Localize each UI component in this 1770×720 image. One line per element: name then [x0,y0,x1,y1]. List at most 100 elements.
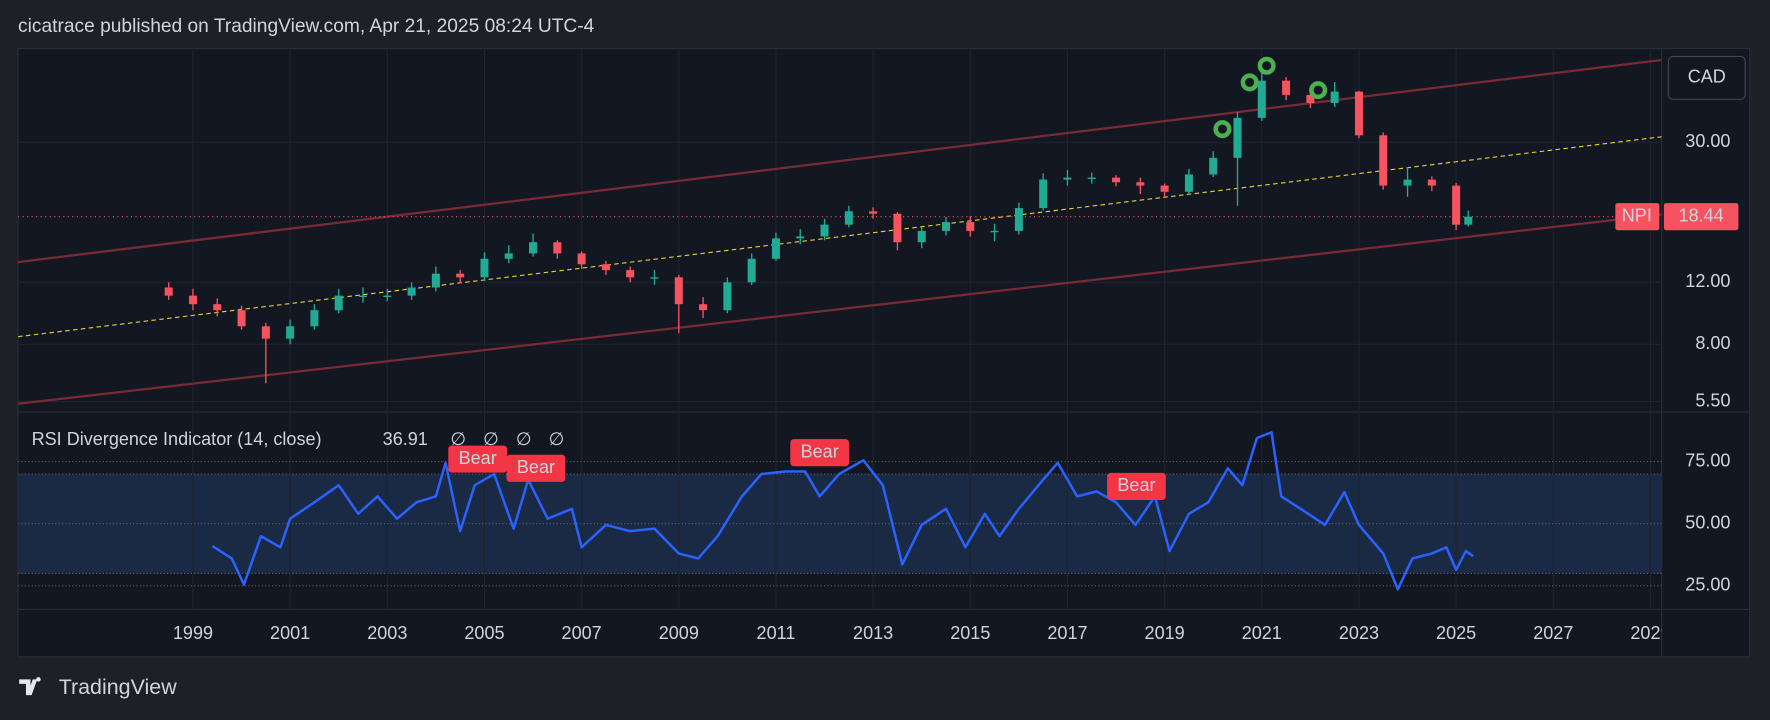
symbol-badge [1615,203,1660,231]
candle-body [796,236,805,239]
candle-body [164,287,173,296]
candle-body [941,222,951,231]
candle-body [213,304,222,311]
candle-body [237,310,246,327]
candle-body [674,277,683,305]
candle-body [1014,208,1023,231]
y-tick-label: 5.50 [1695,390,1730,410]
x-tick-label: 2017 [1047,623,1087,643]
indicator-placeholder: ∅ [549,429,565,449]
x-tick-label: 2021 [1242,623,1282,643]
candle-body [820,224,829,237]
signal-marker [1309,81,1328,100]
x-tick-label: 2001 [270,623,310,643]
candle-body [188,295,197,305]
indicator-placeholder: ∅ [483,429,499,449]
indicator-placeholder: ∅ [450,429,466,449]
x-tick-label: 2025 [1436,623,1476,643]
x-tick-label: 2029 [1630,623,1670,643]
candle-body [334,295,343,311]
x-tick-label: 2011 [757,623,796,643]
indicator-value: 36.91 [383,429,428,449]
candle-body [1112,177,1121,183]
bear-label: Bear [801,441,839,461]
candle-body [1136,182,1145,186]
candle-body [1464,216,1473,225]
bear-label-box [1107,472,1166,500]
plot-layer: Bear Bear Bear Bear [18,48,1662,610]
candle-body [844,211,853,225]
x-tick-label: 2015 [950,623,990,643]
candle-body [747,258,756,283]
candle-body [1087,177,1096,180]
indicator-title: RSI Divergence Indicator (14, close) [32,429,322,449]
time-axis: 1999 2001 2003 2005 2007 2009 2011 2013 2015 2017… [173,623,1670,643]
candle-body [917,230,926,243]
signal-marker [1257,56,1276,75]
x-tick-label: 2009 [659,623,699,643]
candle-body [1160,185,1169,192]
x-tick-label: 1999 [173,623,213,643]
candle-body [1257,80,1266,118]
footer-text: TradingView [59,675,178,699]
y-tick-label: 75.00 [1685,450,1730,470]
candle-body [1379,135,1388,186]
candle-body [1427,179,1436,186]
candle-body [966,222,975,231]
candle-body [431,273,440,288]
symbol-label: NPI [1622,205,1652,225]
signal-marker [1213,120,1232,139]
bear-label-box [506,454,566,482]
candle-body [626,270,635,278]
candle-body [723,282,732,311]
candle-body [1403,179,1412,186]
currency-box [1667,55,1746,100]
x-tick-label: 2023 [1339,623,1379,643]
rsi-line [211,431,1474,591]
candle-body [456,273,465,278]
indicator-placeholder: ∅ [516,429,532,449]
trendline [18,213,1662,405]
candle-body [893,213,902,243]
x-tick-label: 2005 [464,623,504,643]
candle-body [358,295,368,297]
candle-body [1354,91,1363,136]
candle-body [577,253,586,265]
bear-label-box [790,439,850,467]
trendline [18,58,1662,264]
bear-label: Bear [517,457,555,477]
candle-body [529,242,538,254]
last-price-badge [1663,203,1739,231]
bear-label-box [448,445,508,473]
candle-body [1330,91,1339,103]
currency-label: CAD [1688,67,1726,87]
candle-body [1233,117,1242,158]
candle-body [1063,177,1072,180]
candle-body [1039,179,1048,209]
header: cicatrace published on TradingView.com, … [18,16,595,37]
candle-body [1184,174,1193,192]
candle-body [504,253,513,259]
candle-body [699,304,708,311]
x-tick-label: 2003 [367,623,407,643]
candle-body [990,230,999,233]
candle-body [869,211,878,214]
y-tick-label: 25.00 [1685,575,1730,595]
candle-body [286,326,295,339]
last-price-label: 18.44 [1679,205,1724,225]
x-tick-label: 2013 [853,623,893,643]
y-tick-label: 50.00 [1685,512,1730,532]
candle-body [771,238,780,259]
candle-body [1282,80,1291,95]
y-tick-label: 30.00 [1685,131,1730,151]
candle-body [650,277,659,279]
bear-label: Bear [1117,475,1155,495]
x-tick-label: 2027 [1533,623,1573,643]
candle-body [310,310,319,327]
candle-body [261,326,270,339]
candle-body [383,295,392,297]
candle-body [480,258,489,278]
candle-body [1209,157,1218,175]
x-tick-label: 2019 [1145,623,1185,643]
